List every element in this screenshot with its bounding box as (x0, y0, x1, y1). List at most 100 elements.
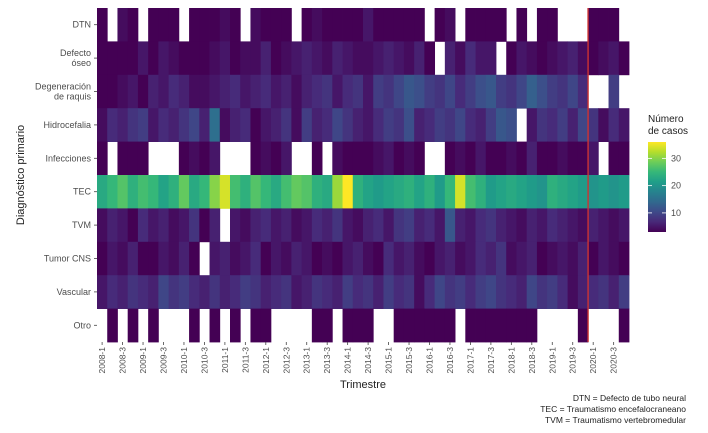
y-tick-label: óseo (71, 58, 91, 68)
heatmap-cell (189, 208, 200, 243)
heatmap-cell (465, 175, 476, 209)
heatmap-cell (148, 108, 159, 142)
heatmap-cell (199, 74, 210, 109)
heatmap-cell (526, 108, 538, 142)
x-tick-label: 2011-3 (240, 347, 250, 373)
heatmap-cell (352, 275, 364, 309)
heatmap-cell (137, 41, 149, 76)
heatmap-cell (598, 175, 609, 209)
heatmap-cell (393, 241, 405, 276)
heatmap-cell (322, 74, 333, 109)
heatmap-cell (557, 41, 569, 76)
heatmap-cell (178, 141, 190, 176)
heatmap-cell (137, 74, 149, 109)
heatmap-cell (117, 41, 129, 76)
heatmap-cell (506, 175, 517, 209)
heatmap-cell (577, 108, 589, 142)
heatmap-cell (393, 8, 405, 42)
x-tick-label: 2015-3 (404, 347, 414, 374)
heatmap-cell (496, 108, 507, 142)
note-tvm: TVM = Traumatismo vertebromedular (544, 415, 686, 425)
y-tick-label: Defecto (60, 48, 91, 58)
heatmap-cell (352, 108, 364, 142)
heatmap-cell (496, 175, 507, 209)
heatmap-cell (547, 8, 558, 42)
heatmap-cell (352, 74, 364, 109)
heatmap-cell (342, 275, 354, 309)
heatmap-cell (496, 308, 507, 343)
heatmap-cell (403, 241, 415, 276)
heatmap-cell (168, 275, 180, 309)
heatmap-cell (526, 308, 538, 343)
heatmap-cell (373, 275, 384, 309)
heatmap-cell (281, 41, 292, 76)
heatmap-cell (618, 41, 630, 76)
heatmap-cell (219, 41, 231, 76)
heatmap-cell (311, 241, 323, 276)
heatmap-cell (536, 175, 548, 209)
heatmap-cell (516, 241, 528, 276)
heatmap-cell (577, 241, 589, 276)
heatmap-cell (363, 241, 374, 276)
heatmap-cell (424, 241, 436, 276)
heatmap-cell (506, 108, 517, 142)
heatmap-cell (219, 175, 231, 209)
heatmap-cell (107, 175, 118, 209)
heatmap-cell (342, 41, 354, 76)
heatmap-cell (455, 41, 466, 76)
y-tick-label: Vascular (57, 287, 91, 297)
heatmap-cell (567, 141, 579, 176)
heatmap-cell (434, 108, 446, 142)
x-tick-label: 2014-3 (363, 347, 373, 374)
heatmap-cell (475, 108, 487, 142)
x-axis-title: Trimestre (340, 379, 386, 391)
heatmap-cell (485, 108, 497, 142)
heatmap-cell (270, 175, 282, 209)
x-tick-label: 2008-3 (118, 347, 128, 374)
heatmap-cell (526, 141, 538, 176)
y-tick-label: Hidrocefalia (43, 120, 91, 130)
heatmap-cell (270, 275, 282, 309)
heatmap-cell (567, 241, 579, 276)
heatmap-cell (270, 141, 282, 176)
heatmap-cell (117, 141, 129, 176)
heatmap-cell (311, 41, 323, 76)
heatmap-cell (291, 108, 303, 142)
heatmap-cell (291, 41, 303, 76)
heatmap-cell (567, 175, 579, 209)
heatmap-cell (516, 41, 528, 76)
heatmap-cell (230, 275, 241, 309)
heatmap-cell (117, 74, 129, 109)
heatmap-cell (107, 208, 118, 243)
heatmap-cell (107, 74, 118, 109)
heatmap-cell (393, 308, 405, 343)
heatmap-cell (608, 241, 620, 276)
heatmap-cell (536, 208, 548, 243)
heatmap-cell (618, 308, 630, 343)
legend-colorbar (648, 142, 666, 232)
heatmap-cell (127, 308, 139, 343)
heatmap-cell (127, 41, 139, 76)
heatmap-cell (485, 308, 497, 343)
heatmap-cell (342, 74, 354, 109)
heatmap-cell (260, 8, 272, 42)
heatmap-cell (178, 175, 190, 209)
heatmap-cell (168, 8, 180, 42)
heatmap-cell (485, 208, 497, 243)
heatmap-cell (260, 175, 272, 209)
heatmap-cell (137, 241, 149, 276)
heatmap-cell (536, 141, 548, 176)
heatmap-cell (403, 8, 415, 42)
x-tick-label: 2013-3 (322, 347, 332, 374)
heatmap-cell (301, 8, 313, 42)
heatmap-cell (117, 175, 129, 209)
x-tick-label: 2015-1 (384, 347, 394, 374)
heatmap-cell (516, 74, 528, 109)
heatmap-cell (598, 41, 609, 76)
heatmap-cell (168, 241, 180, 276)
heatmap-cell (219, 74, 231, 109)
heatmap-cell (403, 308, 415, 343)
heatmap-cell (230, 308, 241, 343)
heatmap-cell (547, 208, 558, 243)
